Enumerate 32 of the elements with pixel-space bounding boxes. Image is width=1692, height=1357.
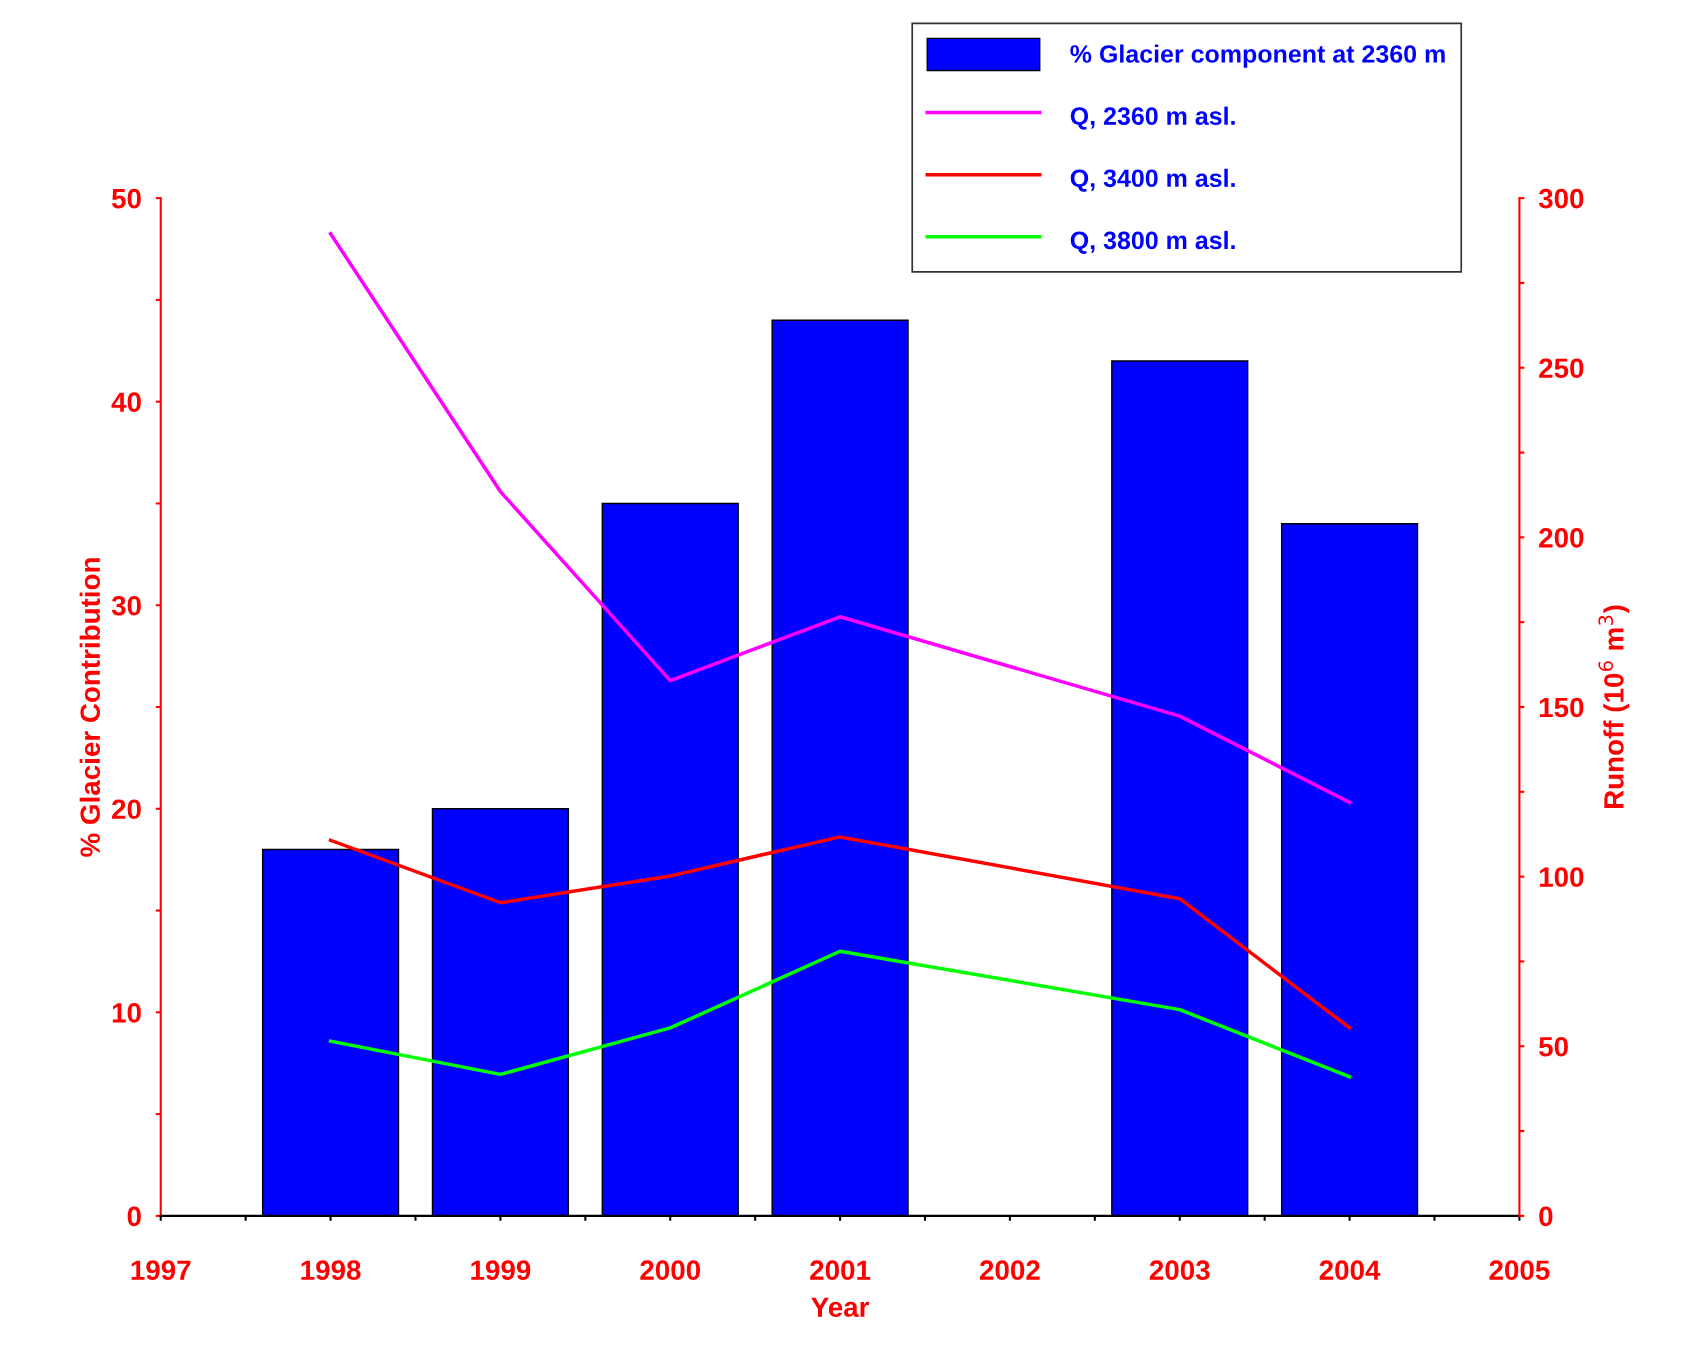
y2-tick-label: 0 (1539, 1206, 1553, 1227)
x-axis-title: Year (811, 1297, 870, 1318)
x-tick-label: 1997 (131, 1260, 191, 1281)
x-tick-label: 2001 (810, 1260, 871, 1281)
legend-label: Q, 3800 m asl. (1070, 230, 1235, 254)
y2-tick-label: 150 (1539, 697, 1584, 718)
line-series (328, 232, 1352, 805)
y-tick-label: 50 (111, 188, 141, 209)
x-tick-label: 2002 (979, 1260, 1040, 1281)
y-axis-title: % Glacier Contribution (79, 558, 101, 857)
y-tick-label: 10 (112, 1002, 141, 1023)
x-tick-label: 2005 (1489, 1260, 1550, 1281)
x-tick-label: 2003 (1149, 1260, 1210, 1281)
y2-tick-label: 300 (1538, 188, 1584, 209)
y2-axis-title: Runoff (10$^{6}$ m$^{3}$) (1598, 605, 1630, 809)
legend-label: % Glacier component at 2360 m (1070, 44, 1445, 68)
y2-tick-label: 100 (1539, 867, 1584, 887)
line-series (328, 835, 1352, 1030)
y-tick-label: 20 (112, 799, 141, 820)
line-series (328, 949, 1352, 1079)
y-tick-label: 40 (111, 392, 141, 413)
x-tick-label: 1999 (471, 1260, 531, 1281)
y-tick-label: 0 (127, 1206, 141, 1227)
y2-tick-label: 250 (1539, 358, 1584, 379)
x-tick-label: 2004 (1319, 1260, 1381, 1281)
y-tick-label: 30 (111, 595, 141, 616)
legend-label: Q, 3400 m asl. (1070, 168, 1235, 192)
y2-tick-label: 50 (1539, 1036, 1568, 1057)
x-tick-label: 2000 (640, 1260, 701, 1281)
legend-label: Q, 2360 m asl. (1070, 106, 1235, 130)
y2-tick-label: 200 (1539, 528, 1584, 548)
x-tick-label: 1998 (301, 1260, 361, 1281)
